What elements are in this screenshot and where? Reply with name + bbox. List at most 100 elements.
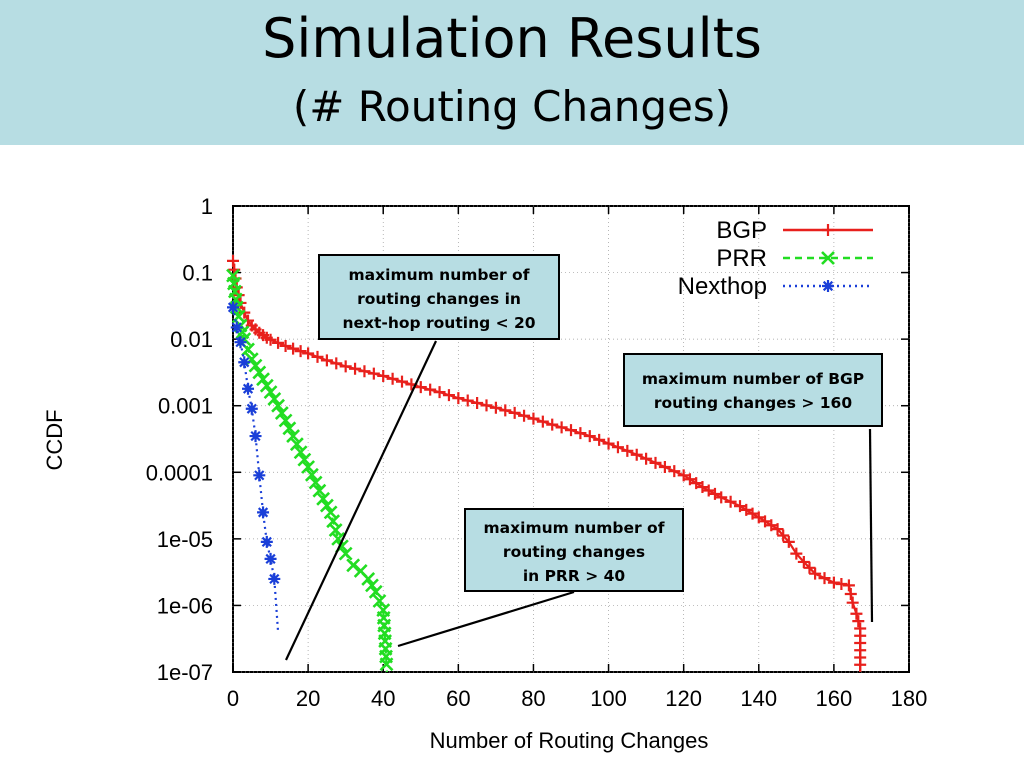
data-point-prr: [248, 358, 263, 373]
series-bgp: [227, 254, 867, 672]
data-point-bgp: [227, 254, 239, 267]
data-point-prr: [301, 460, 316, 474]
legend-marker: [822, 280, 834, 292]
data-point-bgp: [489, 401, 502, 414]
data-point-prr: [282, 421, 297, 436]
data-point-prr: [297, 452, 312, 467]
callout-prr-line: in PRR > 40: [522, 567, 626, 585]
data-point-bgp: [367, 367, 380, 380]
data-point-bgp: [396, 375, 408, 388]
data-point-bgp: [630, 448, 643, 461]
callout-prr-line: maximum number of: [483, 519, 665, 537]
data-point-bgp: [287, 342, 300, 355]
data-point-bgp: [339, 360, 352, 373]
x-axis-label: Number of Routing Changes: [430, 728, 709, 753]
x-tick-label: 160: [816, 686, 853, 711]
data-point-prr: [361, 572, 376, 586]
x-tick-label: 20: [296, 686, 320, 711]
data-point-bgp: [602, 437, 615, 450]
data-point-bgp: [518, 409, 531, 422]
data-point-bgp: [461, 394, 474, 407]
x-tick-label: 120: [665, 686, 702, 711]
callout-nexthop-line: next-hop routing < 20: [342, 314, 536, 332]
y-tick-label: 0.1: [182, 261, 213, 286]
legend-label: BGP: [716, 217, 767, 244]
x-tick-label: 140: [740, 686, 777, 711]
data-point-nexthop: [260, 535, 273, 548]
data-point-bgp: [574, 427, 587, 440]
data-point-bgp: [279, 339, 292, 352]
data-point-bgp: [827, 576, 840, 589]
y-axis-label: CCDF: [42, 409, 67, 470]
data-point-bgp: [442, 389, 455, 402]
x-tick-label: 100: [590, 686, 627, 711]
callout-prr: maximum number of routing changes in PRR…: [464, 508, 684, 592]
data-point-bgp: [818, 572, 831, 585]
data-point-bgp: [734, 500, 746, 513]
data-point-bgp: [842, 579, 855, 592]
data-point-prr: [368, 584, 383, 599]
data-point-prr: [293, 445, 308, 460]
x-tick-label: 40: [371, 686, 395, 711]
data-point-bgp: [668, 465, 681, 478]
data-point-bgp: [527, 412, 540, 425]
data-point-bgp: [640, 452, 653, 465]
data-point-bgp: [803, 561, 816, 574]
data-point-bgp: [294, 345, 307, 358]
data-point-nexthop: [245, 402, 258, 415]
data-point-bgp: [414, 381, 427, 394]
data-point-bgp: [546, 418, 559, 431]
data-point-nexthop: [238, 356, 251, 369]
title-banner: [0, 0, 1024, 145]
data-point-bgp: [302, 347, 315, 360]
data-point-nexthop: [242, 382, 255, 395]
callout-bgp-pointer: [868, 428, 874, 623]
data-point-bgp: [771, 523, 784, 536]
data-point-bgp: [740, 503, 753, 516]
data-point-bgp: [593, 433, 606, 446]
data-point-bgp: [690, 477, 703, 490]
data-point-prr: [316, 491, 331, 506]
data-point-nexthop: [257, 506, 270, 519]
data-point-bgp: [765, 519, 778, 532]
data-point-bgp: [264, 333, 277, 346]
data-point-bgp: [850, 607, 863, 620]
y-tick-label: 1e-07: [157, 660, 213, 685]
data-point-prr: [267, 392, 282, 406]
data-point-bgp: [649, 456, 662, 469]
y-tick-label: 0.01: [170, 327, 213, 352]
callout-bgp-line: maximum number of BGP: [641, 370, 865, 388]
data-point-bgp: [658, 461, 671, 474]
x-tick-label: 80: [521, 686, 545, 711]
data-point-nexthop: [230, 321, 243, 334]
data-point-prr: [308, 475, 323, 490]
y-tick-label: 1e-06: [157, 593, 213, 618]
callout-bgp: maximum number of BGP routing changes > …: [623, 353, 883, 427]
callout-nexthop: maximum number of routing changes in nex…: [318, 254, 560, 340]
slide-title: Simulation Results: [262, 7, 762, 70]
data-point-prr: [256, 372, 270, 387]
data-point-nexthop: [268, 572, 281, 585]
data-point-bgp: [555, 421, 568, 434]
legend-marker: [822, 224, 834, 236]
data-point-bgp: [583, 430, 596, 443]
data-point-bgp: [746, 507, 759, 520]
callout-prr-pointer: [397, 590, 575, 648]
data-point-bgp: [708, 487, 721, 500]
data-point-nexthop: [264, 552, 277, 565]
data-point-bgp: [854, 658, 867, 671]
data-point-bgp: [320, 354, 333, 367]
data-point-bgp: [330, 357, 343, 370]
data-point-prr: [263, 385, 278, 400]
data-point-bgp: [852, 615, 865, 628]
data-point-nexthop: [249, 430, 262, 443]
callout-nexthop-pointer: [285, 340, 437, 661]
data-point-bgp: [424, 383, 437, 396]
data-point-bgp: [759, 515, 772, 528]
legend-label: PRR: [716, 245, 767, 272]
callout-prr-line: routing changes: [502, 543, 646, 561]
data-point-prr: [278, 413, 293, 428]
data-point-prr: [259, 378, 274, 393]
data-point-bgp: [499, 404, 512, 417]
y-tick-label: 0.001: [158, 394, 213, 419]
